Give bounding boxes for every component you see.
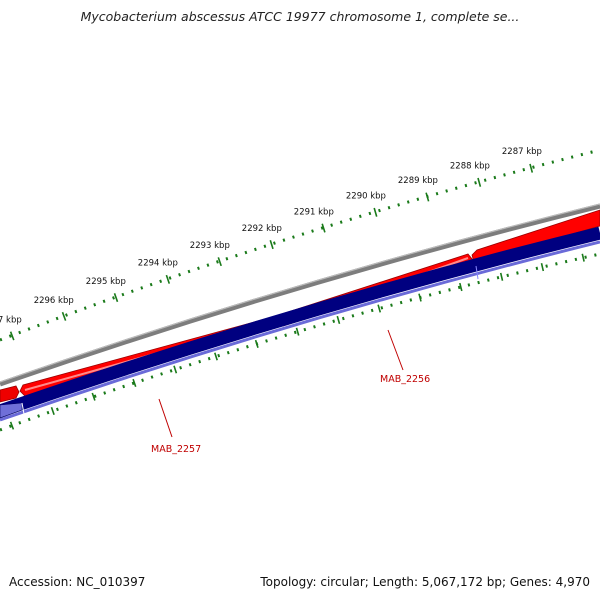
gene-label-mab-2256[interactable]: MAB_2256 <box>380 374 430 385</box>
inner-major-tick <box>214 352 218 361</box>
reverse-gene-band[interactable] <box>0 226 600 418</box>
scale-tick-label: 2294 kbp <box>138 259 178 269</box>
scale-tick-label: 2290 kbp <box>346 191 386 201</box>
scale-tick-label: 2297 kbp <box>0 315 22 325</box>
inner-major-tick <box>91 392 96 401</box>
outer-major-tick <box>321 223 326 233</box>
forward-gene-track <box>0 209 600 403</box>
scale-tick-label: 2295 kbp <box>86 277 126 287</box>
accession-label: Accession: NC_010397 <box>9 575 146 589</box>
reverse-gene-track <box>0 226 600 422</box>
scale-tick-label: 2288 kbp <box>450 161 490 171</box>
callout-line-mab-2257 <box>158 398 173 438</box>
inner-major-tick <box>9 421 15 430</box>
inner-major-tick <box>540 263 545 272</box>
inner-major-ticks <box>9 253 585 430</box>
scale-tick-label: 2292 kbp <box>242 224 282 234</box>
outer-major-tick <box>165 274 171 284</box>
scale-tick-label: 2289 kbp <box>398 176 438 186</box>
scale-tick-label: 2296 kbp <box>34 296 74 306</box>
outer-major-tick <box>113 293 119 303</box>
genome-summary-label: Topology: circular; Length: 5,067,172 bp… <box>260 575 590 589</box>
reverse-gene-left-end[interactable] <box>0 402 23 419</box>
callout-line-mab-2256 <box>387 329 404 371</box>
outer-major-tick <box>529 163 534 173</box>
inner-major-tick <box>173 365 178 374</box>
scale-tick-label: 2293 kbp <box>190 241 230 251</box>
inner-major-tick <box>50 406 55 416</box>
outer-major-tick <box>217 257 222 267</box>
gene-label-mab-2257[interactable]: MAB_2257 <box>151 444 201 455</box>
inner-major-tick <box>295 327 300 336</box>
scale-tick-labels: 2287 kbp 2288 kbp 2289 kbp 2290 kbp 2291 kbp… <box>0 147 542 325</box>
outer-tick-track <box>0 148 600 342</box>
inner-major-tick <box>459 282 463 292</box>
inner-major-tick <box>254 339 259 348</box>
inner-major-tick <box>336 315 341 325</box>
inner-major-tick <box>418 293 422 302</box>
outer-major-tick <box>373 207 378 217</box>
outer-major-tick <box>425 192 430 202</box>
inner-major-tick <box>377 304 382 313</box>
outer-major-tick <box>477 177 482 187</box>
outer-major-tick <box>269 240 274 250</box>
outer-major-tick <box>9 331 15 341</box>
backbone-track <box>0 203 600 387</box>
scale-tick-label: 2287 kbp <box>502 147 542 157</box>
outer-major-tick <box>61 311 67 321</box>
inner-major-tick <box>499 272 504 281</box>
outer-major-ticks <box>9 163 534 341</box>
forward-gene-left-end[interactable] <box>0 385 20 403</box>
inner-major-tick <box>132 378 137 387</box>
inner-major-tick <box>581 253 585 262</box>
scale-tick-label: 2291 kbp <box>294 207 334 217</box>
map-title: Mycobacterium abscessus ATCC 19977 chrom… <box>80 9 520 24</box>
